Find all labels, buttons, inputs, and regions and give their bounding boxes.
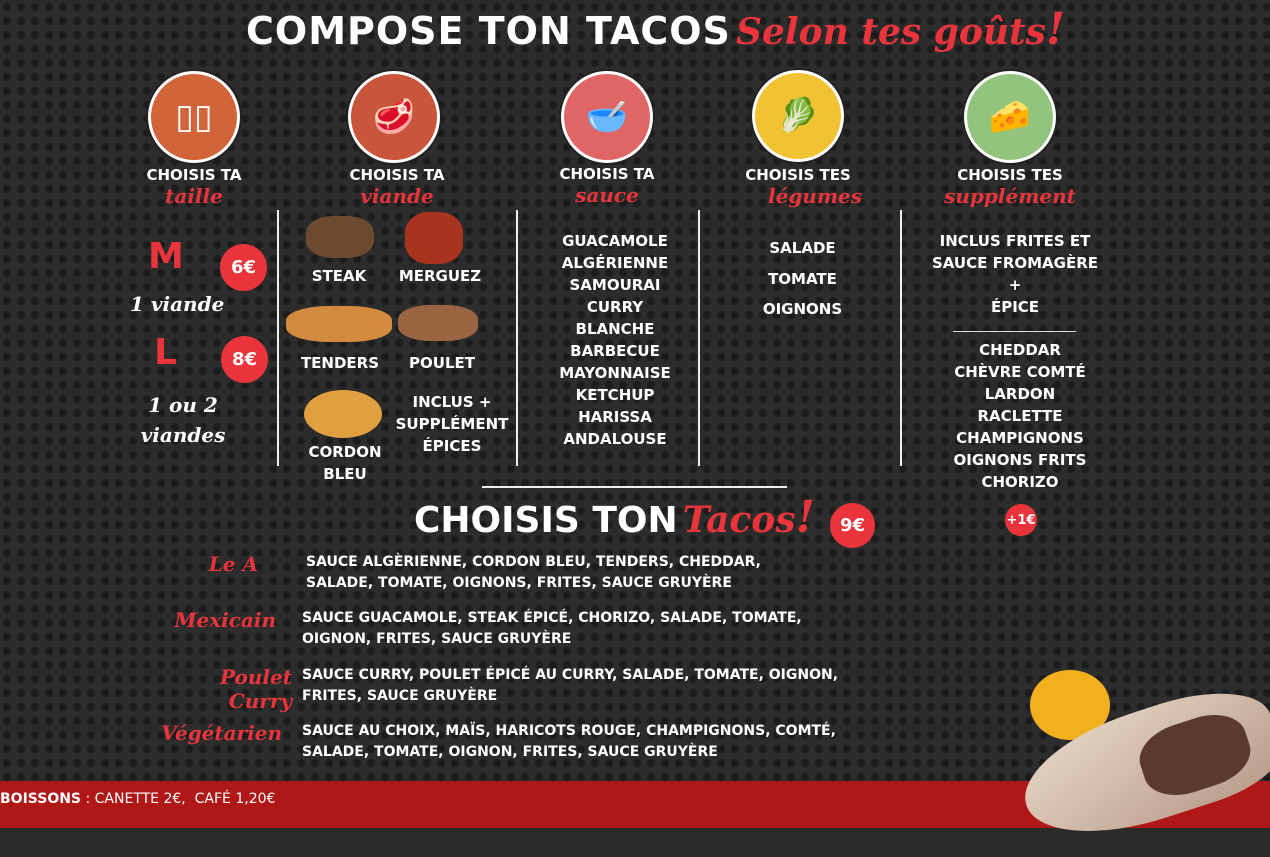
sauce-item: MAYONNAISE	[559, 364, 671, 382]
tacos-title-line	[482, 486, 787, 488]
tacos-title-exclamation: !	[795, 492, 815, 543]
supplement-item: RACLETTE	[977, 407, 1063, 425]
divider	[900, 210, 902, 466]
vegetable-item: TOMATE	[768, 269, 837, 288]
title-script: Selon tes goûts	[736, 11, 1046, 53]
tortilla-sizes-icon: ▯▯	[148, 71, 240, 163]
meat-tenders: TENDERS	[300, 354, 380, 372]
col-header-supplement: CHOISIS TES supplément	[940, 164, 1080, 206]
meat-merguez: MERGUEZ	[398, 267, 482, 285]
col-header-top: CHOISIS TES	[745, 166, 851, 184]
supplement-item: CHAMPIGNONS	[956, 429, 1084, 447]
drinks-text: : CANETTE 2€, CAFÉ 1,20€	[81, 791, 276, 807]
tacos-name: Poulet Curry	[220, 665, 292, 713]
title-exclamation: !	[1045, 4, 1066, 55]
tacos-desc: SAUCE AU CHOIX, MAÏS, HARICOTS ROUGE, CH…	[302, 723, 836, 760]
vegetable-item: OIGNONS	[762, 300, 843, 318]
col-header-top: CHOISIS TA	[559, 165, 655, 183]
sauce-list: GUACAMOLE ALGÉRIENNE SAMOURAI CURRY BLANCHE B…	[530, 230, 700, 450]
col-header-top: CHOISIS TA	[349, 166, 445, 184]
plus-sign: +	[1008, 276, 1022, 294]
sauce-bowl-icon: 🥣	[561, 71, 653, 163]
col-header-taille: CHOISIS TA taille	[134, 164, 254, 206]
tacos-title-script: Tacos	[682, 499, 796, 541]
tacos-name: Le A	[208, 552, 258, 576]
sauce-item: GUACAMOLE	[562, 232, 668, 250]
title-main: COMPOSE TON TACOS	[246, 9, 731, 53]
supplement-item: LARDON	[984, 385, 1056, 403]
col-header-script: viande	[360, 184, 434, 208]
meat-note: INCLUS + SUPPLÉMENT ÉPICES	[395, 393, 509, 455]
vegetables-icon: 🥬	[752, 70, 844, 162]
tacos-desc: SAUCE GUACAMOLE, STEAK ÉPICÉ, CHORIZO, S…	[302, 610, 802, 647]
meat-steak: STEAK	[311, 267, 367, 285]
tacos-photo	[1000, 660, 1270, 857]
supplement-list: CHEDDAR CHÈVRE COMTÉ LARDON RACLETTE CHAMPIG…	[920, 339, 1120, 493]
size-letter: L	[154, 332, 177, 373]
spice-text: ÉPICE	[990, 298, 1040, 316]
supplement-item: CHORIZO	[981, 473, 1059, 491]
poulet-image	[398, 305, 478, 341]
drinks-label: BOISSONS	[0, 791, 82, 807]
col-header-sauce: CHOISIS TA sauce	[547, 163, 667, 205]
size-desc: 1 viande	[130, 292, 225, 316]
page-title: COMPOSE TON TACOS Selon tes goûts!	[246, 4, 1065, 55]
included-text: INCLUS FRITES ET SAUCE FROMAGÈRE	[931, 232, 1099, 272]
merguez-image	[405, 212, 463, 264]
tacos-desc: SAUCE ALGÈRIENNE, CORDON BLEU, TENDERS, …	[306, 554, 761, 591]
meat-poulet: POULET	[409, 354, 475, 372]
sauce-item: HARISSA	[578, 408, 652, 426]
tacos-title-main: CHOISIS TON	[414, 500, 678, 541]
col-header-script: supplément	[944, 184, 1076, 208]
col-header-viande: CHOISIS TA viande	[337, 164, 457, 206]
tacos-name: Mexicain	[174, 608, 276, 632]
size-letter: M	[148, 236, 184, 277]
size-desc: 1 ou 2 viandes	[140, 393, 226, 447]
tacos-desc: SAUCE CURRY, POULET ÉPICÉ AU CURRY, SALA…	[302, 667, 839, 704]
col-header-script: légumes	[768, 184, 862, 208]
sauce-item: BLANCHE	[575, 320, 655, 338]
vegetable-item: SALADE	[769, 239, 836, 257]
supplement-item: CHÈVRE COMTÉ	[954, 363, 1086, 381]
meat-cordon-bleu: CORDON BLEU	[308, 443, 382, 483]
col-header-legumes: CHOISIS TES légumes	[738, 164, 862, 208]
divider	[516, 210, 518, 466]
col-header-top: CHOISIS TES	[957, 166, 1063, 184]
col-header-top: CHOISIS TA	[146, 166, 242, 184]
sauce-item: SAMOURAI	[569, 276, 661, 294]
size-price: 8€	[221, 336, 268, 383]
sauce-item: CURRY	[586, 298, 644, 316]
meat-icon: 🥩	[348, 71, 440, 163]
supplement-item: CHEDDAR	[979, 341, 1061, 359]
size-price: 6€	[220, 244, 267, 291]
sauce-item: ALGÉRIENNE	[561, 254, 669, 272]
supplement-included: INCLUS FRITES ET SAUCE FROMAGÈRE + ÉPICE	[910, 230, 1120, 318]
sauce-item: ANDALOUSE	[563, 430, 667, 448]
col-header-script: taille	[165, 184, 223, 208]
tacos-name: Végétarien	[161, 721, 282, 745]
vegetable-list: SALADE TOMATE OIGNONS	[730, 233, 875, 325]
steak-image	[306, 216, 374, 258]
sauce-item: KETCHUP	[575, 386, 655, 404]
sauce-item: BARBECUE	[570, 342, 660, 360]
drinks-line: BOISSONS : CANETTE 2€, CAFÉ 1,20€	[0, 791, 275, 807]
cheese-supplement-icon: 🧀	[964, 71, 1056, 163]
cordon-bleu-image	[304, 390, 382, 438]
tenders-image	[286, 306, 392, 342]
supplement-item: OIGNONS FRITS	[953, 451, 1087, 469]
col-header-script: sauce	[575, 183, 639, 207]
supplement-price: +1€	[1005, 504, 1037, 536]
tacos-title: CHOISIS TON Tacos!	[414, 492, 815, 543]
tacos-price: 9€	[830, 503, 875, 548]
supplement-divider	[953, 331, 1076, 332]
divider	[698, 210, 700, 466]
divider	[277, 210, 279, 466]
